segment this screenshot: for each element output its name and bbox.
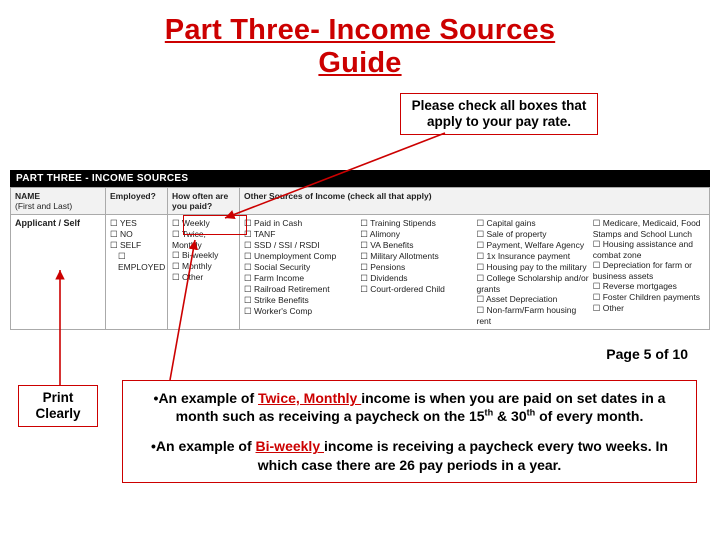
other-item: Training Stipends xyxy=(360,218,472,229)
other-item: VA Benefits xyxy=(360,240,472,251)
other-item: Payment, Welfare Agency xyxy=(477,240,589,251)
opt-freq-other: Other xyxy=(172,272,235,283)
other-item: Farm Income xyxy=(244,273,356,284)
opt-employed-yes: YES xyxy=(110,218,163,229)
title-line-2: Guide xyxy=(318,47,401,79)
other-item: College Scholarship and/or grants xyxy=(477,273,589,294)
title-line-1: Part Three- Income Sources xyxy=(165,14,555,46)
other-col-1: Paid in Cash TANF SSD / SSI / RSDI Unemp… xyxy=(244,218,356,326)
b1-sup1: th xyxy=(485,408,494,418)
other-col-4: Medicare, Medicaid, Food Stamps and Scho… xyxy=(593,218,705,326)
page-number: Page 5 of 10 xyxy=(606,346,688,362)
other-item: Military Allotments xyxy=(360,251,472,262)
th-frequency: How often are you paid? xyxy=(168,188,240,215)
page-title: Part Three- Income Sources Guide xyxy=(0,0,720,81)
th-name-l2: (First and Last) xyxy=(15,201,72,211)
b1-amp: & 30 xyxy=(493,408,526,424)
cell-frequency: Weekly Twice, Monthly Bi-weekly Monthly … xyxy=(168,215,240,330)
other-col-3: Capital gains Sale of property Payment, … xyxy=(477,218,589,326)
other-item: Housing assistance and combat zone xyxy=(593,239,705,260)
opt-freq-biweekly: Bi-weekly xyxy=(172,250,235,261)
other-item: TANF xyxy=(244,229,356,240)
callout-checkboxes-text: Please check all boxes that apply to you… xyxy=(412,98,587,129)
other-item: Unemployment Comp xyxy=(244,251,356,262)
opt-employed-employed: EMPLOYED xyxy=(118,251,163,272)
other-item: Asset Depreciation xyxy=(477,294,589,305)
frequency-options: Weekly Twice, Monthly Bi-weekly Monthly … xyxy=(172,218,235,283)
callout-print-clearly: Print Clearly xyxy=(18,385,98,427)
income-sources-form: PART THREE - INCOME SOURCES NAME (First … xyxy=(10,170,710,340)
other-item: Dividends xyxy=(360,273,472,284)
callout-print-l2: Clearly xyxy=(35,406,80,421)
other-item: Housing pay to the military xyxy=(477,262,589,273)
other-item: Alimony xyxy=(360,229,472,240)
bullet-twice-monthly: •An example of Twice, Monthly income is … xyxy=(133,389,686,425)
opt-employed-no: NO xyxy=(110,229,163,240)
other-item: Other xyxy=(593,303,705,314)
other-item: Strike Benefits xyxy=(244,295,356,306)
income-sources-table: NAME (First and Last) Employed? How ofte… xyxy=(10,187,710,330)
other-item: Non-farm/Farm housing rent xyxy=(477,305,589,326)
other-item: Medicare, Medicaid, Food Stamps and Scho… xyxy=(593,218,705,239)
callout-checkboxes: Please check all boxes that apply to you… xyxy=(400,93,598,135)
other-item: Social Security xyxy=(244,262,356,273)
opt-employed-self: SELF xyxy=(110,240,163,251)
th-employed: Employed? xyxy=(106,188,168,215)
other-item: Paid in Cash xyxy=(244,218,356,229)
other-item: Pensions xyxy=(360,262,472,273)
callout-print-l1: Print xyxy=(43,390,74,405)
bullet-biweekly: •An example of Bi-weekly income is recei… xyxy=(133,437,686,473)
th-name: NAME (First and Last) xyxy=(11,188,106,215)
opt-freq-twice-monthly: Twice, Monthly xyxy=(172,229,235,250)
other-item: Foster Children payments xyxy=(593,292,705,303)
opt-freq-weekly: Weekly xyxy=(172,218,235,229)
other-item: Capital gains xyxy=(477,218,589,229)
other-col-2: Training Stipends Alimony VA Benefits Mi… xyxy=(360,218,472,326)
th-freq-l1: How often are xyxy=(172,191,228,201)
b1-sup2: th xyxy=(527,408,536,418)
term-biweekly: Bi-weekly xyxy=(256,438,324,454)
b1-pre: •An example of xyxy=(154,390,258,406)
examples-box: •An example of Twice, Monthly income is … xyxy=(122,380,697,483)
other-item: Sale of property xyxy=(477,229,589,240)
other-item: Depreciation for farm or business assets xyxy=(593,260,705,281)
other-item: Worker's Comp xyxy=(244,306,356,317)
th-other-sources: Other Sources of Income (check all that … xyxy=(240,188,710,215)
th-freq-l2: you paid? xyxy=(172,201,212,211)
other-item: Reverse mortgages xyxy=(593,281,705,292)
other-item: 1x Insurance payment xyxy=(477,251,589,262)
term-twice-monthly: Twice, Monthly xyxy=(258,390,361,406)
form-section-header: PART THREE - INCOME SOURCES xyxy=(10,170,710,187)
cell-other-sources: Paid in Cash TANF SSD / SSI / RSDI Unemp… xyxy=(240,215,710,330)
other-item: Court-ordered Child xyxy=(360,284,472,295)
cell-employed: YES NO SELF EMPLOYED xyxy=(106,215,168,330)
b2-pre: •An example of xyxy=(151,438,255,454)
th-name-l1: NAME xyxy=(15,191,40,201)
other-item: SSD / SSI / RSDI xyxy=(244,240,356,251)
employed-options: YES NO SELF EMPLOYED xyxy=(110,218,163,272)
other-item: Railroad Retirement xyxy=(244,284,356,295)
b1-end: of every month. xyxy=(535,408,643,424)
opt-freq-monthly: Monthly xyxy=(172,261,235,272)
cell-applicant-name: Applicant / Self xyxy=(11,215,106,330)
